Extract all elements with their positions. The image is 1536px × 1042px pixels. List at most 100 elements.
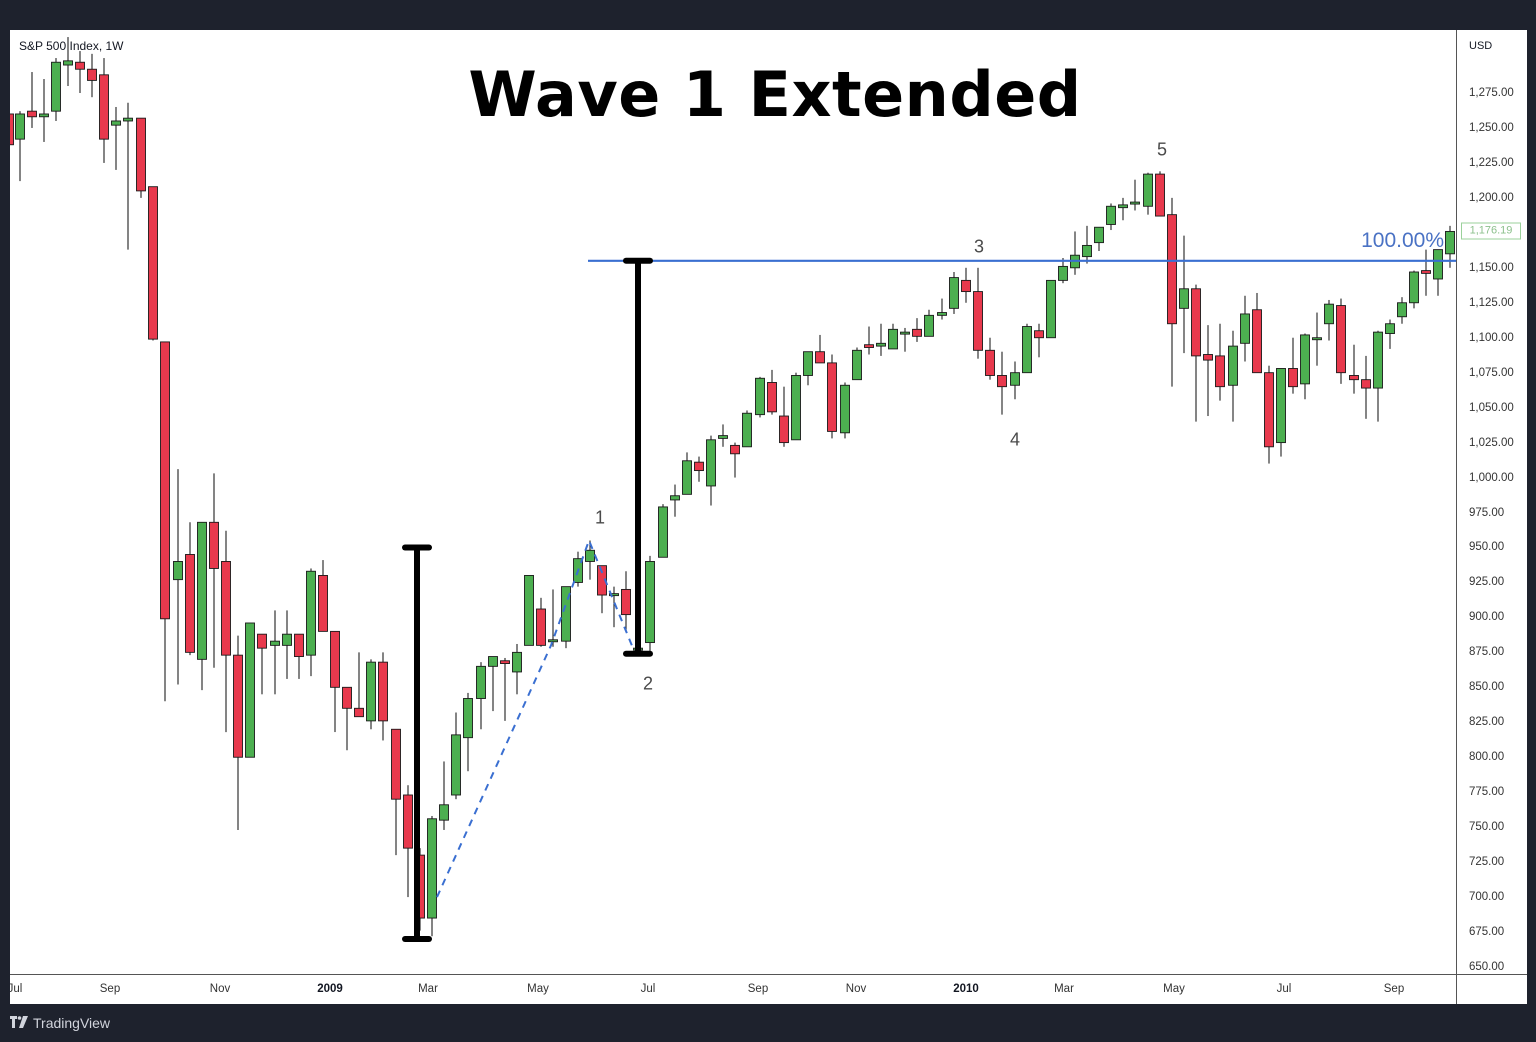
- candle[interactable]: [779, 386, 789, 447]
- candle[interactable]: [524, 574, 534, 646]
- candle[interactable]: [1276, 368, 1286, 457]
- candle[interactable]: [852, 347, 862, 381]
- candle[interactable]: [391, 728, 401, 856]
- candle[interactable]: [439, 761, 449, 830]
- candle[interactable]: [1070, 231, 1080, 275]
- candle[interactable]: [15, 111, 25, 182]
- candle[interactable]: [1373, 330, 1383, 422]
- candle[interactable]: [791, 372, 801, 441]
- candle[interactable]: [1094, 226, 1104, 252]
- candle[interactable]: [1336, 298, 1346, 384]
- candle[interactable]: [827, 354, 837, 439]
- candle[interactable]: [51, 58, 61, 121]
- candle[interactable]: [1143, 172, 1153, 215]
- candle[interactable]: [900, 327, 910, 352]
- candle[interactable]: [173, 469, 183, 685]
- candle[interactable]: [111, 106, 121, 170]
- candle[interactable]: [742, 410, 752, 448]
- candle[interactable]: [221, 530, 231, 733]
- candle[interactable]: [87, 53, 97, 98]
- candle[interactable]: [476, 662, 486, 730]
- candle[interactable]: [354, 652, 364, 718]
- candle[interactable]: [75, 51, 85, 93]
- candle[interactable]: [718, 424, 728, 447]
- candle[interactable]: [888, 323, 898, 350]
- candle[interactable]: [706, 435, 716, 506]
- candle[interactable]: [427, 815, 437, 937]
- candle[interactable]: [949, 271, 959, 314]
- candle[interactable]: [876, 323, 886, 356]
- candle[interactable]: [1010, 361, 1020, 400]
- candle[interactable]: [270, 610, 280, 695]
- candle[interactable]: [597, 565, 607, 614]
- candle[interactable]: [245, 622, 255, 758]
- candle[interactable]: [1312, 312, 1322, 366]
- candle[interactable]: [803, 351, 813, 386]
- candle[interactable]: [973, 267, 983, 359]
- candle[interactable]: [1397, 297, 1407, 324]
- candle[interactable]: [148, 186, 158, 341]
- candle[interactable]: [755, 376, 765, 418]
- candle[interactable]: [548, 589, 558, 647]
- candle[interactable]: [670, 484, 680, 517]
- candle[interactable]: [306, 568, 316, 677]
- candle[interactable]: [1203, 325, 1213, 417]
- candle[interactable]: [209, 473, 219, 668]
- price-axis[interactable]: USD 1,275.00 1,250.00 1,225.00 1,200.00 1,15…: [1456, 30, 1527, 1004]
- candle[interactable]: [997, 351, 1007, 415]
- candle[interactable]: [561, 586, 571, 649]
- candle[interactable]: [451, 712, 461, 800]
- candle[interactable]: [730, 442, 740, 478]
- candle[interactable]: [1409, 270, 1419, 309]
- candle[interactable]: [1252, 292, 1262, 374]
- candle[interactable]: [257, 633, 267, 695]
- candle[interactable]: [536, 597, 546, 647]
- candle[interactable]: [1288, 337, 1298, 394]
- measure-bar[interactable]: [623, 257, 653, 657]
- candle[interactable]: [488, 656, 498, 712]
- candle[interactable]: [937, 298, 947, 320]
- candle[interactable]: [682, 452, 692, 495]
- tradingview-branding[interactable]: TradingView: [10, 1013, 110, 1033]
- candle[interactable]: [609, 586, 619, 628]
- currency-label[interactable]: USD: [1469, 40, 1493, 52]
- candle[interactable]: [99, 58, 109, 163]
- candle[interactable]: [815, 334, 825, 364]
- candle[interactable]: [330, 630, 340, 733]
- candle[interactable]: [197, 521, 207, 691]
- symbol-label[interactable]: S&P 500 Index, 1W: [19, 39, 124, 53]
- candle[interactable]: [1106, 203, 1116, 231]
- candle[interactable]: [924, 309, 934, 337]
- candle[interactable]: [185, 522, 195, 656]
- candle[interactable]: [1385, 319, 1395, 349]
- candle[interactable]: [1167, 197, 1177, 387]
- candle[interactable]: [1349, 344, 1359, 394]
- candle[interactable]: [1046, 279, 1056, 339]
- wave-1-dashed-path[interactable]: [436, 537, 634, 898]
- candle[interactable]: [840, 382, 850, 439]
- candle[interactable]: [1155, 171, 1165, 217]
- candle[interactable]: [658, 504, 668, 558]
- candle[interactable]: [123, 102, 133, 250]
- candle[interactable]: [1361, 355, 1371, 419]
- candle[interactable]: [39, 79, 49, 142]
- candle[interactable]: [1034, 323, 1044, 358]
- candle[interactable]: [318, 560, 328, 632]
- candle[interactable]: [63, 37, 73, 87]
- chart-plot-area[interactable]: S&P 500 Index, 1W Wave 1 Extended 1 2 3 4 5 1…: [10, 30, 1456, 974]
- candle[interactable]: [366, 659, 376, 730]
- candle[interactable]: [378, 652, 388, 741]
- candle[interactable]: [342, 686, 352, 751]
- candle[interactable]: [864, 326, 874, 355]
- candle[interactable]: [961, 267, 971, 303]
- candle[interactable]: [694, 456, 704, 482]
- candle[interactable]: [912, 318, 922, 342]
- candle[interactable]: [136, 117, 146, 198]
- candle[interactable]: [1433, 249, 1443, 296]
- measure-bar[interactable]: [402, 544, 432, 943]
- candle[interactable]: [403, 785, 413, 898]
- candle[interactable]: [1022, 323, 1032, 374]
- candle[interactable]: [1130, 179, 1140, 211]
- candle[interactable]: [512, 643, 522, 695]
- time-axis[interactable]: Jul Sep Nov 2009 Mar May Jul Sep Nov 2010 Mar May Ju…: [10, 974, 1456, 1004]
